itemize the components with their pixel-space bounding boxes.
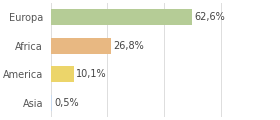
Bar bbox=[51, 95, 52, 111]
Bar bbox=[51, 66, 74, 82]
Text: 0,5%: 0,5% bbox=[54, 98, 79, 108]
Bar bbox=[51, 38, 111, 54]
Text: 26,8%: 26,8% bbox=[114, 41, 144, 51]
Text: 10,1%: 10,1% bbox=[76, 69, 106, 79]
Bar bbox=[51, 9, 192, 25]
Text: 62,6%: 62,6% bbox=[195, 12, 225, 22]
